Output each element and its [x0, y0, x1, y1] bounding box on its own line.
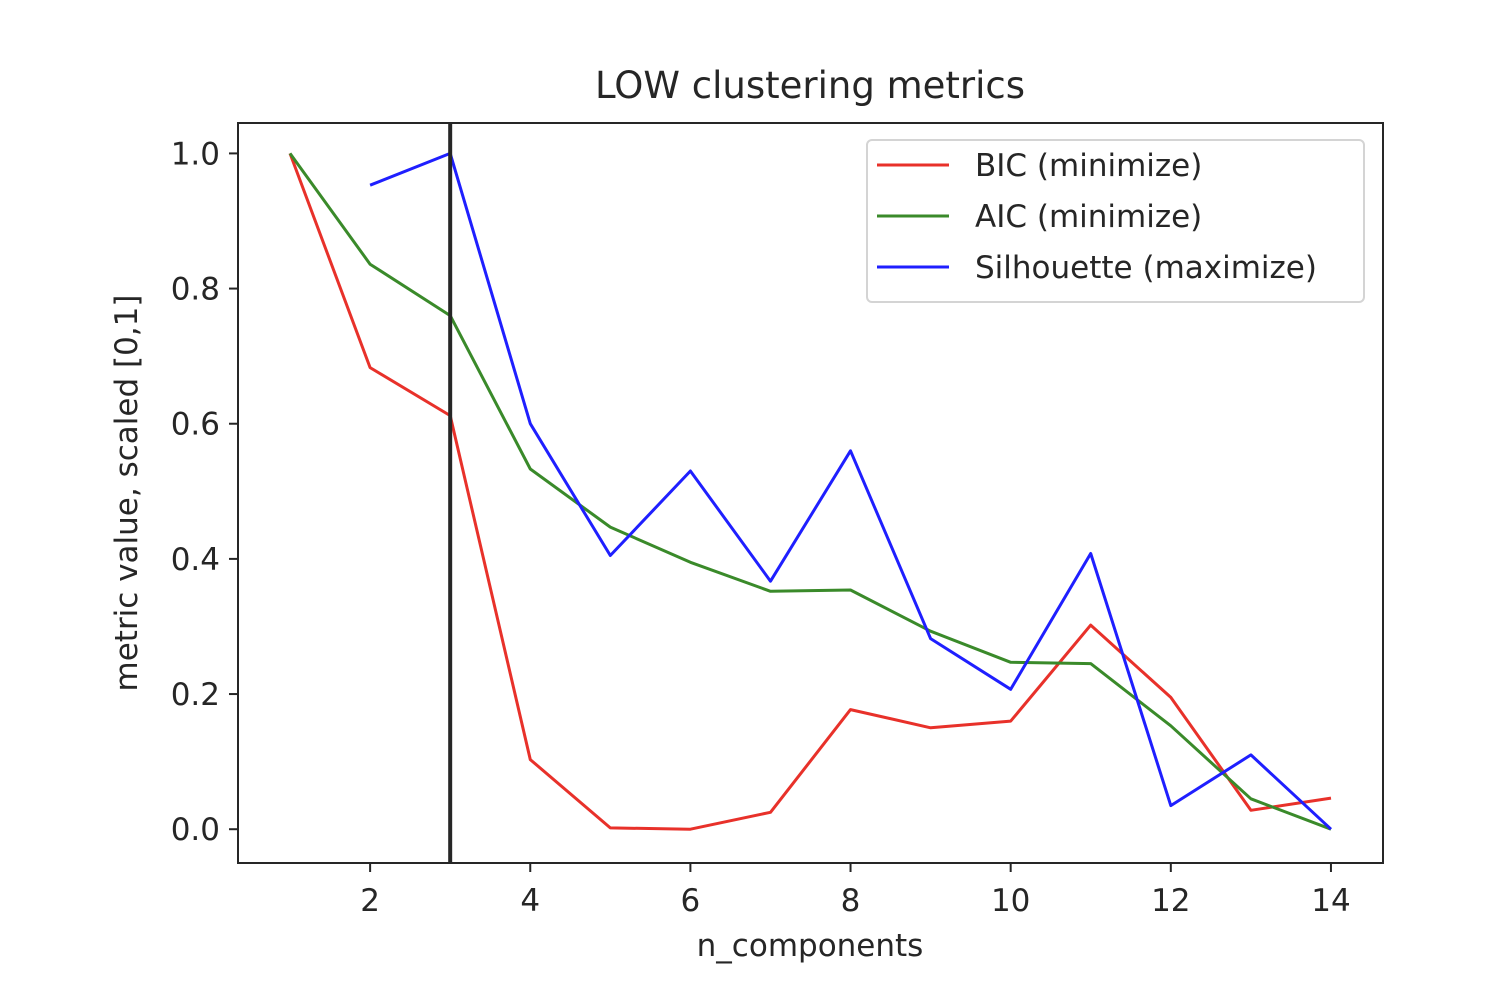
x-axis-label: n_components [697, 928, 924, 964]
legend-label-0: BIC (minimize) [975, 148, 1202, 184]
x-axis: 2 4 6 8 10 12 14 [360, 863, 1351, 919]
axes-frame [237, 122, 1384, 864]
series-line-0 [288, 152, 1332, 831]
y-tick-label: 0.4 [171, 542, 220, 578]
y-tick-label: 0.8 [171, 272, 220, 308]
x-tick-label: 6 [681, 883, 701, 919]
y-tick-label: 0.0 [171, 812, 220, 848]
legend-label-1: AIC (minimize) [975, 199, 1202, 235]
x-tick-label: 10 [991, 883, 1030, 919]
x-tick-label: 8 [841, 883, 861, 919]
x-tick-label: 12 [1151, 883, 1190, 919]
legend-box [866, 139, 1365, 303]
x-tick-label: 2 [360, 883, 380, 919]
plot-area [288, 123, 1333, 863]
legend: BIC (minimize) AIC (minimize) Silhouette (… [866, 139, 1365, 303]
legend-label-2: Silhouette (maximize) [975, 250, 1317, 286]
series-line-2 [369, 151, 1333, 831]
x-tick-label: 14 [1311, 883, 1350, 919]
y-tick-label: 1.0 [171, 136, 220, 172]
series-line-1 [288, 152, 1332, 831]
x-tick-label: 4 [520, 883, 540, 919]
y-tick-label: 0.2 [171, 677, 220, 713]
y-axis-label: metric value, scaled [0,1] [109, 295, 145, 692]
chart-title: LOW clustering metrics [595, 64, 1025, 107]
y-tick-label: 0.6 [171, 407, 220, 443]
y-axis: 0.0 0.2 0.4 0.6 0.8 1.0 [171, 136, 238, 848]
